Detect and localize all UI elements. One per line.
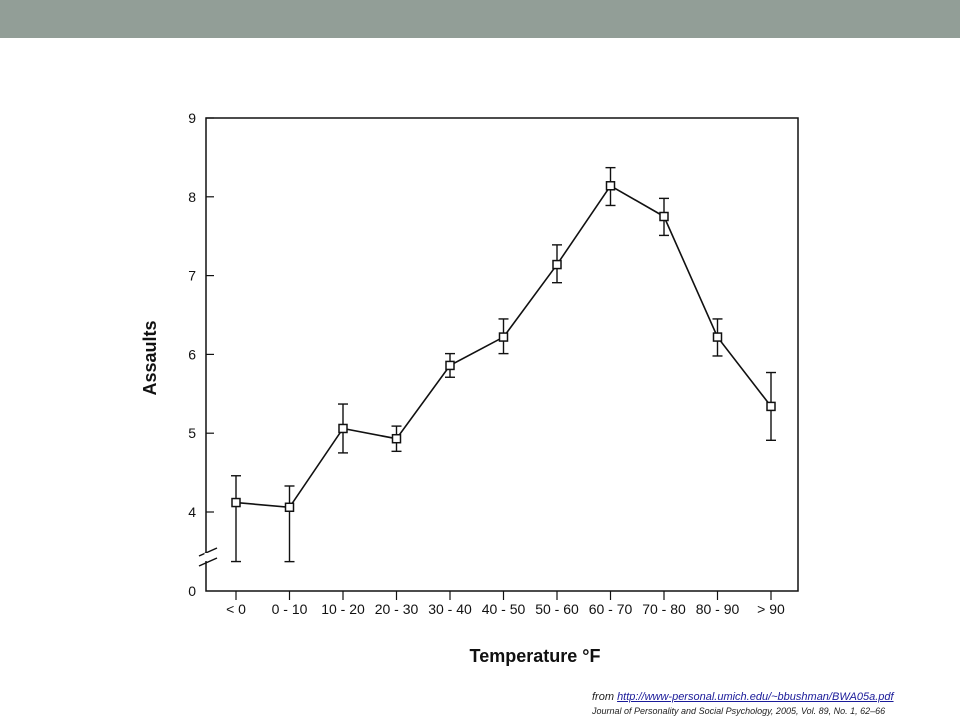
data-point-marker (391, 433, 402, 444)
top-banner (0, 0, 960, 38)
y-tick-label: 7 (188, 268, 196, 284)
source-from-line: from http://www-personal.umich.edu/~bbus… (592, 690, 894, 704)
data-point-marker (338, 423, 348, 434)
x-tick-label: 40 - 50 (482, 601, 526, 617)
y-tick-label: 4 (188, 504, 196, 520)
source-link[interactable]: http://www-personal.umich.edu/~bbushman/… (617, 691, 894, 703)
source-note: from http://www-personal.umich.edu/~bbus… (592, 690, 894, 718)
x-tick-label: 80 - 90 (696, 601, 740, 617)
series-layer (231, 166, 776, 563)
source-citation: Journal of Personality and Social Psycho… (592, 706, 886, 716)
x-tick-label: 60 - 70 (589, 601, 633, 617)
x-axis-title: Temperature °F (470, 646, 601, 666)
source-prefix: from (592, 691, 618, 703)
y-axis-title: Assaults (140, 320, 160, 395)
plot-frame (205, 117, 799, 592)
data-point-marker (231, 497, 241, 508)
y-tick-label: 9 (188, 110, 196, 126)
data-point-marker (712, 332, 723, 342)
data-point-marker (766, 401, 776, 412)
y-tick-label: 0 (188, 583, 196, 599)
axis-break (198, 547, 218, 567)
data-point-marker (659, 211, 669, 222)
x-axis-ticks: < 0 0 - 10 10 - 20 20 - 30 30 - 40 40 - 50 50 … (226, 591, 785, 617)
x-tick-label: 50 - 60 (535, 601, 579, 617)
x-tick-label: > 90 (757, 601, 785, 617)
data-point-marker (498, 332, 509, 342)
data-point-marker (552, 259, 562, 270)
x-tick-label: < 0 (226, 601, 246, 617)
data-point-marker (445, 360, 455, 371)
data-point-marker (284, 502, 295, 513)
x-tick-label: 70 - 80 (642, 601, 686, 617)
x-tick-label: 20 - 30 (375, 601, 419, 617)
y-tick-label: 5 (188, 425, 196, 441)
y-tick-label: 8 (188, 189, 196, 205)
y-tick-label: 6 (188, 346, 196, 362)
data-point-marker (605, 181, 616, 191)
x-tick-label: 10 - 20 (321, 601, 365, 617)
x-tick-label: 30 - 40 (428, 601, 472, 617)
y-axis-ticks: 0 4 5 6 7 8 9 (188, 110, 214, 599)
x-tick-label: 0 - 10 (272, 601, 308, 617)
